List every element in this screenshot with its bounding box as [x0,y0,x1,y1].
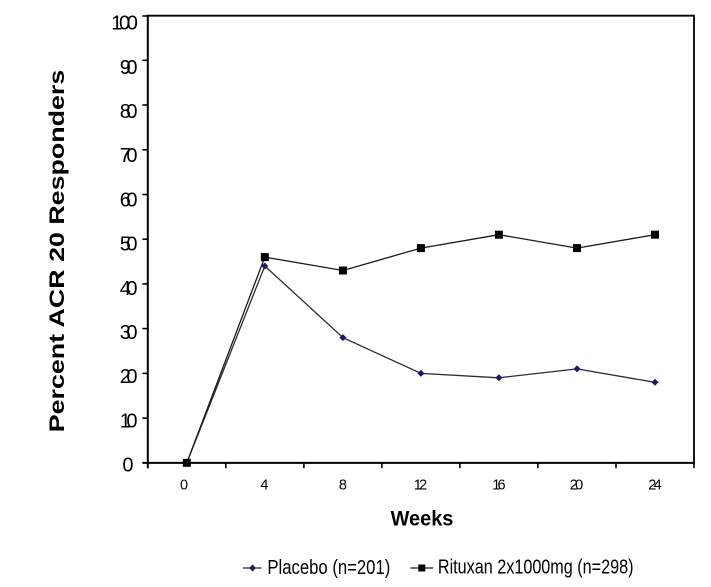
svg-text:90: 90 [120,57,138,79]
svg-text:100: 100 [111,13,138,35]
svg-text:0: 0 [122,454,133,476]
svg-text:24: 24 [648,477,661,493]
svg-text:40: 40 [120,278,138,300]
svg-text:10: 10 [120,410,138,432]
svg-text:Weeks: Weeks [391,507,454,530]
svg-text:12: 12 [414,477,427,493]
svg-text:80: 80 [120,101,138,123]
svg-text:8: 8 [339,477,347,493]
svg-text:70: 70 [120,145,138,167]
svg-text:16: 16 [492,477,505,493]
svg-text:30: 30 [120,322,138,344]
svg-text:Percent ACR 20 Responders: Percent ACR 20 Responders [46,70,69,433]
svg-text:20: 20 [570,477,583,493]
svg-text:Placebo (n=201): Placebo (n=201) [267,557,390,579]
svg-text:20: 20 [120,366,138,388]
svg-text:50: 50 [120,234,138,256]
svg-text:60: 60 [120,189,138,211]
svg-text:Rituxan 2x1000mg (n=298): Rituxan 2x1000mg (n=298) [438,557,634,579]
svg-text:4: 4 [260,477,268,493]
svg-text:0: 0 [180,477,188,493]
